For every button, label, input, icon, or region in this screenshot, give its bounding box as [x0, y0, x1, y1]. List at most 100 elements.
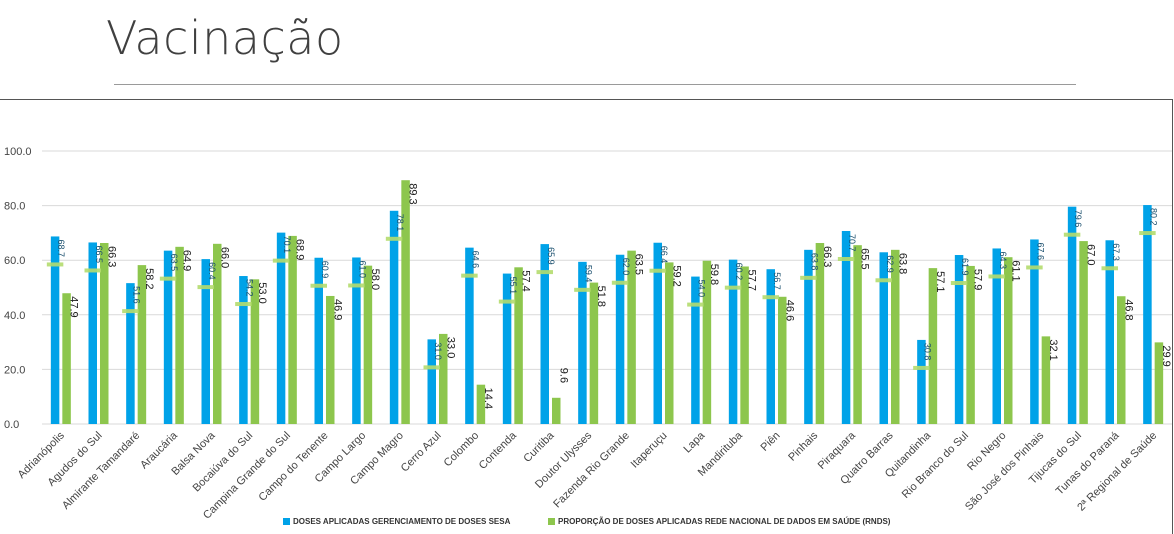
x-category-label: Contenda	[477, 429, 520, 472]
value-marker	[197, 285, 214, 290]
data-label-series-2: 67.0	[1085, 244, 1097, 265]
value-marker	[913, 365, 930, 370]
bar-series-2	[589, 282, 599, 424]
bar-series-2	[326, 295, 335, 424]
data-label-series-2: 51.8	[595, 286, 607, 307]
data-label-series-1: 51.6	[131, 286, 141, 304]
bar-series-1	[126, 283, 135, 424]
data-label-series-1: 63.8	[809, 253, 819, 271]
value-marker	[875, 278, 892, 283]
bar-series-1	[427, 339, 436, 424]
data-label-series-2: 33.0	[444, 337, 456, 358]
bar-series-1	[917, 339, 926, 424]
data-label-series-1: 79.6	[1073, 210, 1083, 228]
data-label-series-1: 54.0	[696, 280, 706, 298]
data-label-series-1: 64.3	[998, 251, 1008, 269]
data-label-series-2: 65.5	[859, 248, 871, 269]
bar-series-2	[288, 235, 297, 424]
data-label-series-2: 32.1	[1047, 339, 1059, 360]
data-label-series-2: 57.9	[972, 269, 984, 290]
data-label-series-1: 70.1	[282, 236, 292, 254]
value-marker	[461, 273, 478, 278]
bar-series-2	[1041, 336, 1051, 424]
bar-series-1	[1067, 206, 1077, 424]
bar-series-1	[276, 232, 286, 424]
bar-series-1	[1143, 205, 1152, 424]
value-marker	[950, 281, 968, 286]
data-label-series-1: 56.7	[772, 272, 782, 290]
slide-title: Vacinação	[106, 11, 344, 65]
data-label-series-2: 57.4	[520, 270, 532, 291]
data-label-series-1: 65.9	[546, 247, 556, 265]
data-label-series-1: 80.2	[1148, 208, 1158, 226]
value-marker	[536, 270, 553, 275]
bar-series-1	[88, 242, 97, 424]
bar-chart: 0.020.040.060.080.0100.068.747.9Adrianóp…	[4, 146, 1172, 522]
bar-series-2	[740, 266, 749, 424]
bar-series-1	[465, 247, 474, 424]
chart-frame: 0.0 20.0 40.0 60.0 80.0 100.0 68.7 47.9 Adrianóp…	[0, 99, 1173, 534]
value-marker	[611, 280, 629, 285]
data-label-series-1: 66.5	[94, 245, 104, 263]
bar-series-2	[213, 243, 222, 424]
bar-series-1	[804, 249, 813, 424]
data-label-series-2: 47.9	[68, 296, 80, 317]
bar-series-1	[653, 242, 662, 424]
x-category-label: Almirante Tamandaré	[60, 430, 142, 512]
x-category-label: Colombo	[442, 430, 482, 470]
data-label-series-2: 64.9	[181, 250, 193, 271]
bar-series-2	[1154, 342, 1164, 424]
data-label-series-1: 68.7	[56, 239, 66, 257]
data-label-series-1: 66.4	[659, 246, 669, 264]
value-marker	[272, 258, 290, 263]
bar-series-1	[201, 259, 210, 424]
bar-series-2	[401, 180, 410, 424]
data-label-series-2: 59.2	[670, 265, 682, 286]
bar-series-2	[1079, 241, 1088, 424]
x-category-label: Rio Branco do Sul	[900, 430, 971, 501]
data-label-series-2: 66.0	[218, 247, 230, 268]
data-label-series-1: 63.5	[169, 254, 179, 272]
x-category-label: Curitiba	[521, 429, 557, 465]
x-category-label: Lapa	[681, 429, 707, 455]
value-marker	[498, 299, 516, 304]
data-label-series-1: 59.4	[583, 265, 593, 283]
value-marker	[385, 236, 403, 241]
bar-series-2	[439, 333, 448, 424]
legend-item-series-1: DOSES APLICADAS GERENCIAMENTO DE DOSES S…	[283, 517, 510, 526]
bar-series-1	[879, 252, 888, 424]
data-label-series-1: 60.9	[320, 261, 330, 279]
data-label-series-1: 54.2	[244, 279, 254, 297]
bar-series-1	[502, 273, 512, 424]
data-label-series-1: 60.2	[734, 263, 744, 281]
x-category-label: Piên	[759, 430, 783, 454]
value-marker	[574, 287, 591, 292]
data-label-series-2: 46.6	[783, 300, 795, 321]
bar-series-2	[1117, 296, 1126, 424]
value-marker	[348, 283, 365, 288]
data-label-series-1: 62.9	[885, 255, 895, 273]
y-tick-label: 20.0	[4, 364, 25, 376]
x-category-label: Pinhais	[786, 429, 820, 463]
value-marker	[46, 262, 64, 267]
value-marker	[687, 302, 704, 307]
bar-series-2	[966, 265, 975, 424]
value-marker	[423, 365, 440, 370]
bar-series-1	[540, 244, 549, 424]
bar-series-2	[891, 249, 900, 424]
data-label-series-2: 46.8	[1122, 299, 1134, 320]
bar-series-1	[1030, 239, 1039, 424]
data-label-series-1: 60.4	[207, 262, 217, 280]
y-tick-label: 60.0	[4, 255, 25, 267]
bar-series-1	[992, 248, 1001, 424]
x-category-label: Campo do Tenente	[257, 430, 331, 504]
bar-series-2	[62, 293, 71, 424]
legend-item-series-2: PROPORÇÃO DE DOSES APLICADAS REDE NACION…	[548, 517, 890, 526]
data-label-series-1: 61.9	[960, 258, 970, 276]
value-marker	[1063, 232, 1081, 237]
bar-series-2	[175, 246, 184, 424]
bar-series-1	[728, 259, 738, 424]
data-label-series-2: 57.1	[934, 271, 946, 292]
y-tick-label: 80.0	[4, 201, 25, 213]
bar-series-2	[1004, 257, 1013, 424]
